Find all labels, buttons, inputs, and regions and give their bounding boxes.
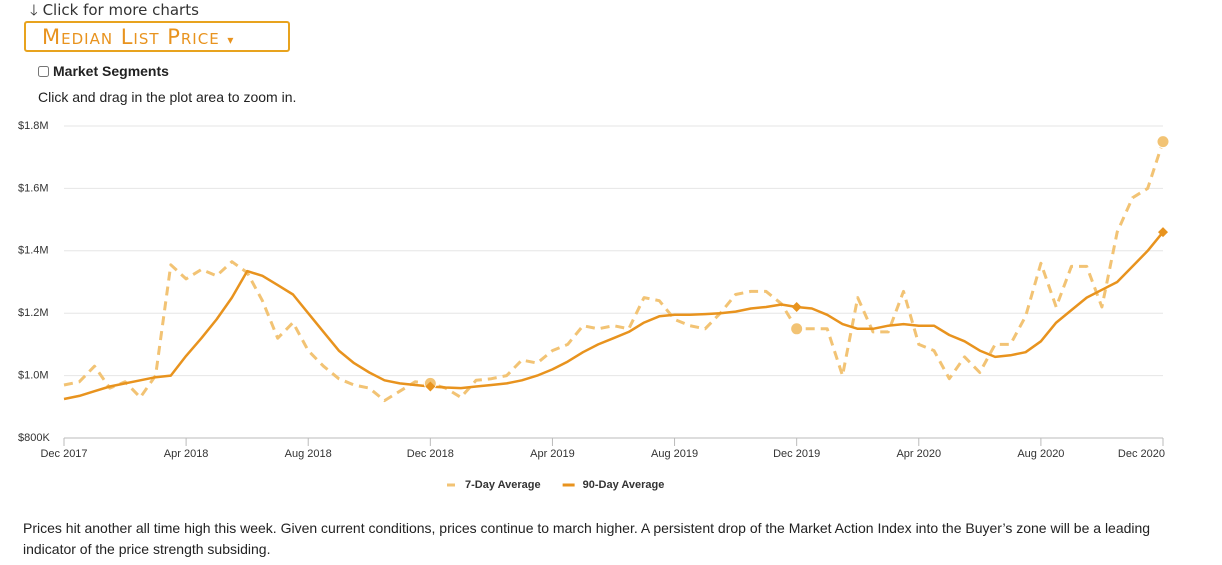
link-text[interactable]: Click for more charts (42, 1, 199, 19)
legend-label: 7-Day Average (465, 479, 541, 491)
y-tick-label: $800K (18, 432, 50, 444)
point-marker (791, 301, 802, 312)
x-tick-label: Apr 2018 (164, 448, 209, 460)
point-marker (425, 381, 436, 392)
caret: ▾ (227, 33, 235, 47)
x-tick-label: Dec 2019 (773, 448, 820, 460)
series-line (63, 141, 1165, 403)
point-marker (1158, 227, 1168, 238)
y-tick-label: $1.8M (18, 120, 49, 132)
x-tick-label: Aug 2019 (651, 448, 698, 460)
x-tick-label: Aug 2020 (1017, 448, 1064, 460)
x-tick-label: Apr 2019 (530, 448, 575, 460)
zoom-hint: Click and drag in the plot area to zoom … (38, 89, 297, 105)
x-tick-label: Dec 2020 (1118, 448, 1165, 460)
dropdown-label[interactable]: Median List Price (42, 25, 220, 49)
checkbox[interactable] (38, 66, 49, 77)
point-marker (1156, 135, 1170, 149)
x-tick-label: Dec 2018 (407, 448, 454, 460)
y-tick-label: $1.6M (18, 182, 49, 194)
chart: $800K $1.0M $1.2M $1.4M $1.6M $1.8M Dec 2017 Ap… (18, 120, 1170, 491)
x-tick-label: Dec 2017 (40, 448, 87, 460)
y-tick-label: $1.4M (18, 245, 49, 257)
segments-checkbox[interactable]: Market Segments (38, 63, 169, 79)
legend-label: 90-Day Average (583, 479, 665, 491)
x-tick-label: Aug 2018 (285, 448, 332, 460)
metric-dropdown[interactable]: Median List Price ▾ (24, 21, 290, 52)
commentary: Prices hit another all time high this we… (23, 520, 1151, 557)
y-tick-label: $1.0M (18, 370, 49, 382)
series-line (63, 231, 1164, 401)
more-charts-link[interactable]: 🡓 Click for more charts (30, 1, 199, 19)
x-tick-label: Apr 2020 (896, 448, 941, 460)
point-marker (790, 322, 804, 336)
checkbox-label[interactable]: Market Segments (53, 63, 169, 79)
y-tick-label: $1.2M (18, 307, 49, 319)
